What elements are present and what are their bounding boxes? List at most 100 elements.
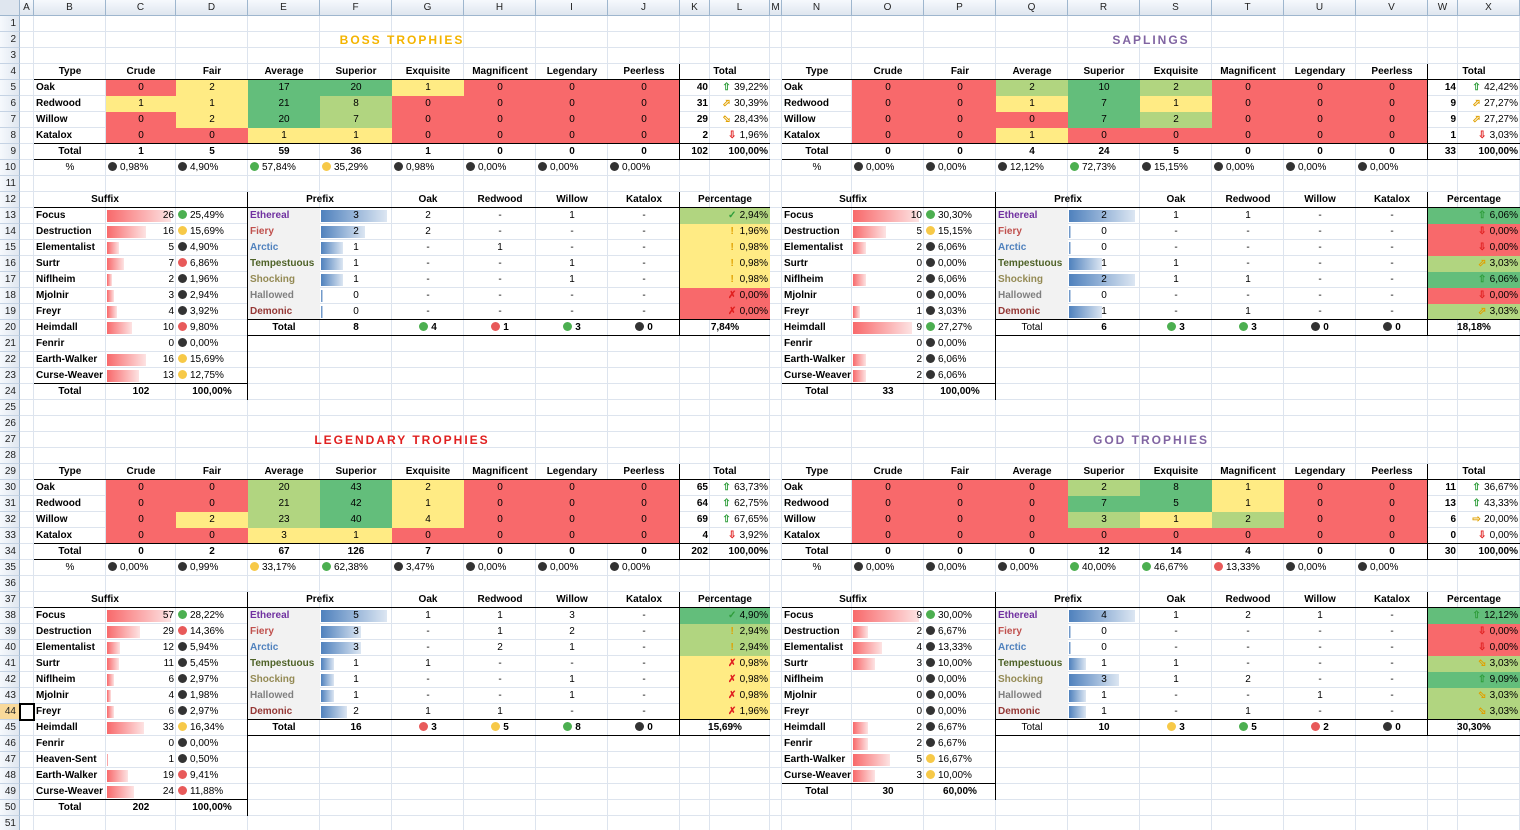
suffix-percent[interactable]: 30,30% — [924, 208, 996, 224]
value-cell[interactable]: 0 — [464, 112, 536, 128]
prefix-name[interactable]: Fiery — [248, 624, 320, 640]
column-header-U[interactable]: U — [1284, 0, 1356, 16]
value-cell[interactable]: 0 — [852, 80, 924, 96]
prefix-redwood[interactable]: 1 — [464, 608, 536, 624]
total-value[interactable]: 36 — [320, 144, 392, 160]
row-type-label[interactable]: Katalox — [782, 128, 852, 144]
value-cell[interactable]: 0 — [608, 112, 680, 128]
value-cell[interactable]: 0 — [536, 528, 608, 544]
suffix-percent[interactable]: 13,33% — [924, 640, 996, 656]
total-value[interactable]: 59 — [248, 144, 320, 160]
suffix-count[interactable]: 0 — [106, 336, 176, 352]
suffix-name[interactable]: Fenrir — [782, 336, 852, 352]
column-header-M[interactable]: M — [770, 0, 782, 16]
suffix-total[interactable]: 33 — [852, 384, 924, 400]
value-cell[interactable]: 0 — [1284, 496, 1356, 512]
suffix-percent[interactable]: 6,06% — [924, 352, 996, 368]
row-header-39[interactable]: 39 — [0, 624, 20, 640]
value-cell[interactable]: 0 — [1284, 80, 1356, 96]
suffix-percent[interactable]: 16,67% — [924, 752, 996, 768]
prefix-redwood[interactable]: - — [464, 672, 536, 688]
value-cell[interactable]: 0 — [1356, 112, 1428, 128]
value-cell[interactable]: 1 — [996, 96, 1068, 112]
suffix-total[interactable]: 202 — [106, 800, 176, 816]
value-cell[interactable]: 0 — [608, 80, 680, 96]
column-label[interactable]: Superior — [1068, 464, 1140, 480]
prefix-redwood[interactable]: 1 — [464, 704, 536, 720]
suffix-name[interactable]: Niflheim — [34, 672, 106, 688]
total-value[interactable]: 4 — [996, 144, 1068, 160]
column-label[interactable]: Redwood — [1212, 592, 1284, 608]
row-type-label[interactable]: Willow — [34, 112, 106, 128]
suffix-name[interactable]: Fenrir — [782, 736, 852, 752]
row-type-label[interactable]: Oak — [782, 80, 852, 96]
row-header-45[interactable]: 45 — [0, 720, 20, 736]
suffix-count[interactable]: 2 — [852, 240, 924, 256]
percent-cell[interactable]: ⇧ 67,65% — [710, 512, 770, 528]
prefix-redwood[interactable]: 1 — [1212, 704, 1284, 720]
suffix-percent[interactable]: 10,00% — [924, 768, 996, 784]
value-cell[interactable]: 17 — [248, 80, 320, 96]
suffix-percent[interactable]: 2,97% — [176, 704, 248, 720]
prefix-count[interactable]: 2 — [1068, 272, 1140, 288]
total-cell[interactable]: 69 — [680, 512, 710, 528]
value-cell[interactable]: 0 — [852, 512, 924, 528]
prefix-percent[interactable]: ✗ 0,98% — [680, 656, 770, 672]
suffix-percent[interactable]: 6,67% — [924, 720, 996, 736]
prefix-redwood[interactable]: - — [464, 272, 536, 288]
column-label[interactable]: Peerless — [608, 464, 680, 480]
total-value[interactable]: 126 — [320, 544, 392, 560]
prefix-total-percent[interactable]: 7,84% — [680, 320, 770, 336]
column-label[interactable]: Peerless — [1356, 64, 1428, 80]
prefix-name[interactable]: Tempestuous — [996, 256, 1068, 272]
prefix-katalox[interactable]: - — [608, 608, 680, 624]
percent-value[interactable]: 0,00% — [852, 560, 924, 576]
prefix-willow[interactable]: 1 — [1284, 688, 1356, 704]
prefix-count[interactable]: 2 — [320, 704, 392, 720]
suffix-percent[interactable]: 5,45% — [176, 656, 248, 672]
prefix-oak[interactable]: 1 — [1140, 656, 1212, 672]
percent-value[interactable]: 0,00% — [996, 560, 1068, 576]
suffix-total[interactable]: 30 — [852, 784, 924, 800]
suffix-count[interactable]: 3 — [852, 656, 924, 672]
value-cell[interactable]: 1 — [392, 80, 464, 96]
column-header-P[interactable]: P — [924, 0, 996, 16]
prefix-total-label[interactable]: Total — [996, 720, 1068, 736]
suffix-total-label[interactable]: Total — [34, 384, 106, 400]
prefix-katalox[interactable]: - — [1356, 272, 1428, 288]
suffix-name[interactable]: Fenrir — [34, 736, 106, 752]
column-label[interactable]: Magnificent — [1212, 64, 1284, 80]
percent-value[interactable]: 0,00% — [464, 160, 536, 176]
value-cell[interactable]: 0 — [176, 480, 248, 496]
row-header-3[interactable]: 3 — [0, 48, 20, 64]
select-all-corner[interactable] — [0, 0, 20, 16]
value-cell[interactable]: 3 — [1068, 512, 1140, 528]
value-cell[interactable]: 0 — [1068, 528, 1140, 544]
suffix-percent[interactable]: 0,00% — [924, 256, 996, 272]
value-cell[interactable]: 0 — [1356, 128, 1428, 144]
prefix-oak[interactable]: 1 — [392, 704, 464, 720]
suffix-percent[interactable]: 0,00% — [924, 288, 996, 304]
value-cell[interactable]: 0 — [996, 528, 1068, 544]
prefix-redwood[interactable]: - — [1212, 224, 1284, 240]
prefix-name[interactable]: Hallowed — [248, 688, 320, 704]
suffix-name[interactable]: Fenrir — [34, 336, 106, 352]
prefix-oak[interactable]: - — [1140, 640, 1212, 656]
suffix-count[interactable]: 9 — [852, 608, 924, 624]
prefix-willow[interactable]: - — [536, 288, 608, 304]
prefix-katalox[interactable]: - — [1356, 624, 1428, 640]
prefix-katalox[interactable]: - — [608, 624, 680, 640]
total-value[interactable]: 0 — [608, 144, 680, 160]
suffix-percent[interactable]: 3,03% — [924, 304, 996, 320]
total-value[interactable]: 0 — [1284, 544, 1356, 560]
prefix-total[interactable]: 6 — [1068, 320, 1140, 336]
prefix-count[interactable]: 3 — [1068, 672, 1140, 688]
suffix-percent[interactable]: 0,00% — [176, 336, 248, 352]
row-type-label[interactable]: Oak — [34, 80, 106, 96]
value-cell[interactable]: 4 — [392, 512, 464, 528]
suffix-count[interactable]: 13 — [106, 368, 176, 384]
suffix-count[interactable]: 1 — [852, 304, 924, 320]
prefix-oak[interactable]: 2 — [392, 208, 464, 224]
value-cell[interactable]: 0 — [852, 496, 924, 512]
prefix-name[interactable]: Ethereal — [996, 208, 1068, 224]
